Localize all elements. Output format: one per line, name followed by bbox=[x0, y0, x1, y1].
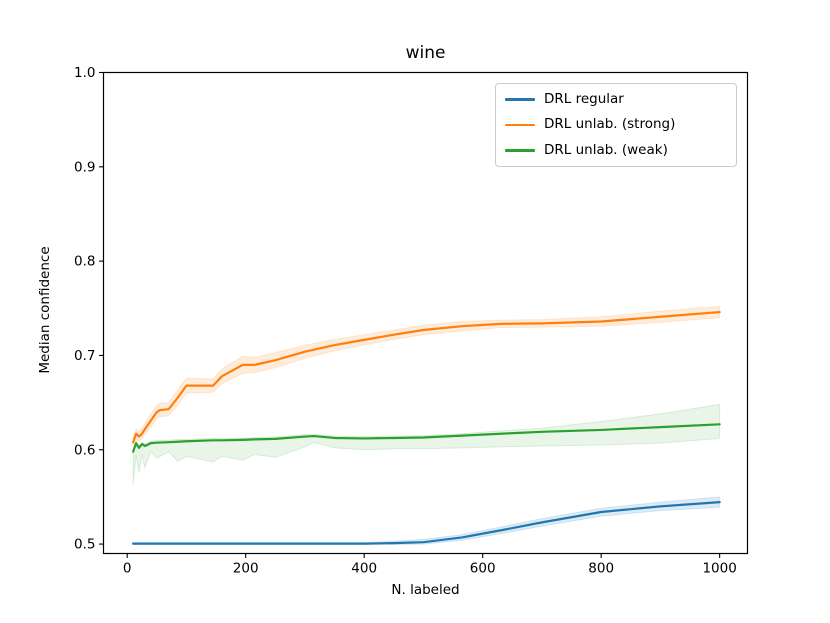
x-tick-label: 600 bbox=[470, 561, 496, 577]
legend-item-drl-unlab-weak: DRL unlab. (weak) bbox=[505, 141, 726, 158]
legend-line-sample-green bbox=[505, 148, 535, 152]
series-line-0 bbox=[132, 500, 721, 545]
x-tick-label: 1000 bbox=[702, 561, 736, 577]
legend-item-drl-regular: DRL regular bbox=[505, 91, 726, 107]
x-tick-label: 400 bbox=[351, 561, 377, 577]
x-tick-label: 800 bbox=[588, 561, 614, 577]
y-tick-label: 0.7 bbox=[74, 348, 95, 364]
series-band-1 bbox=[132, 305, 721, 447]
x-tick-label: 0 bbox=[123, 561, 132, 577]
x-axis-label: N. labeled bbox=[391, 582, 460, 598]
legend-item-drl-unlab-strong: DRL unlab. (strong) bbox=[505, 118, 726, 132]
x-tick-label: 200 bbox=[233, 561, 259, 577]
y-tick-label: 0.6 bbox=[74, 442, 95, 458]
series-line-1 bbox=[132, 310, 721, 444]
legend-line-sample-blue bbox=[505, 98, 535, 102]
legend: DRL regular DRL unlab. (strong) DRL unla… bbox=[495, 83, 737, 167]
series-band-0 bbox=[132, 496, 721, 546]
y-axis-label: Median confidence bbox=[37, 246, 53, 374]
legend-line-sample-orange bbox=[505, 123, 535, 127]
y-tick-label: 0.8 bbox=[74, 254, 95, 270]
y-tick-label: 0.5 bbox=[74, 537, 95, 553]
chart-title: wine bbox=[405, 43, 446, 63]
y-tick-label: 0.9 bbox=[74, 159, 95, 175]
legend-label: DRL unlab. (strong) bbox=[544, 116, 676, 133]
legend-label: DRL regular bbox=[544, 91, 624, 107]
axes-frame bbox=[102, 71, 749, 555]
series-band-2 bbox=[132, 403, 721, 485]
series-line-2 bbox=[132, 423, 721, 453]
y-tick-label: 1.0 bbox=[74, 65, 95, 81]
legend-label: DRL unlab. (weak) bbox=[544, 141, 668, 158]
